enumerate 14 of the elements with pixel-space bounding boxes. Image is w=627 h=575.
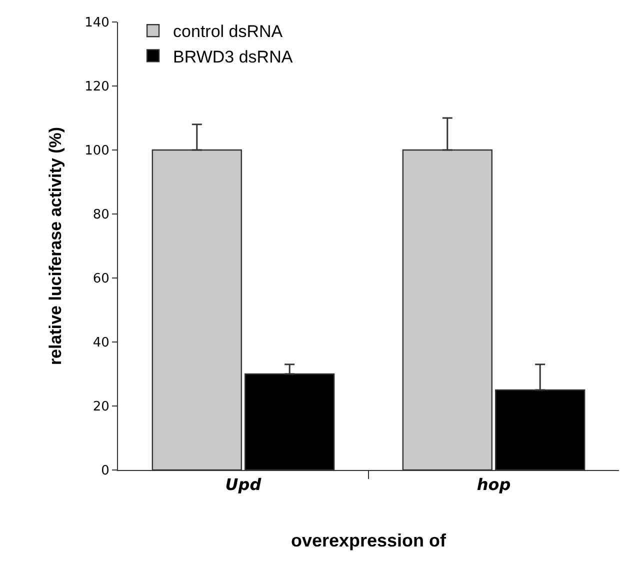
y-tick-label: 120 xyxy=(84,80,110,95)
y-tick-label: 60 xyxy=(92,272,110,287)
y-tick-label: 80 xyxy=(92,208,110,223)
y-tick-label: 140 xyxy=(84,16,110,31)
y-tick-label: 0 xyxy=(101,464,110,479)
x-axis-title: overexpression of xyxy=(290,530,448,550)
legend-label: control dsRNA xyxy=(173,22,284,42)
y-tick-label: 100 xyxy=(84,144,110,159)
y-axis-title: relative luciferase activity (%) xyxy=(46,126,66,366)
legend-label: BRWD3 dsRNA xyxy=(173,47,294,66)
y-tick-label: 40 xyxy=(92,336,110,351)
x-tick-label: Upd xyxy=(225,475,262,494)
x-tick-label: hop xyxy=(476,475,511,494)
y-tick-label: 20 xyxy=(92,400,110,415)
